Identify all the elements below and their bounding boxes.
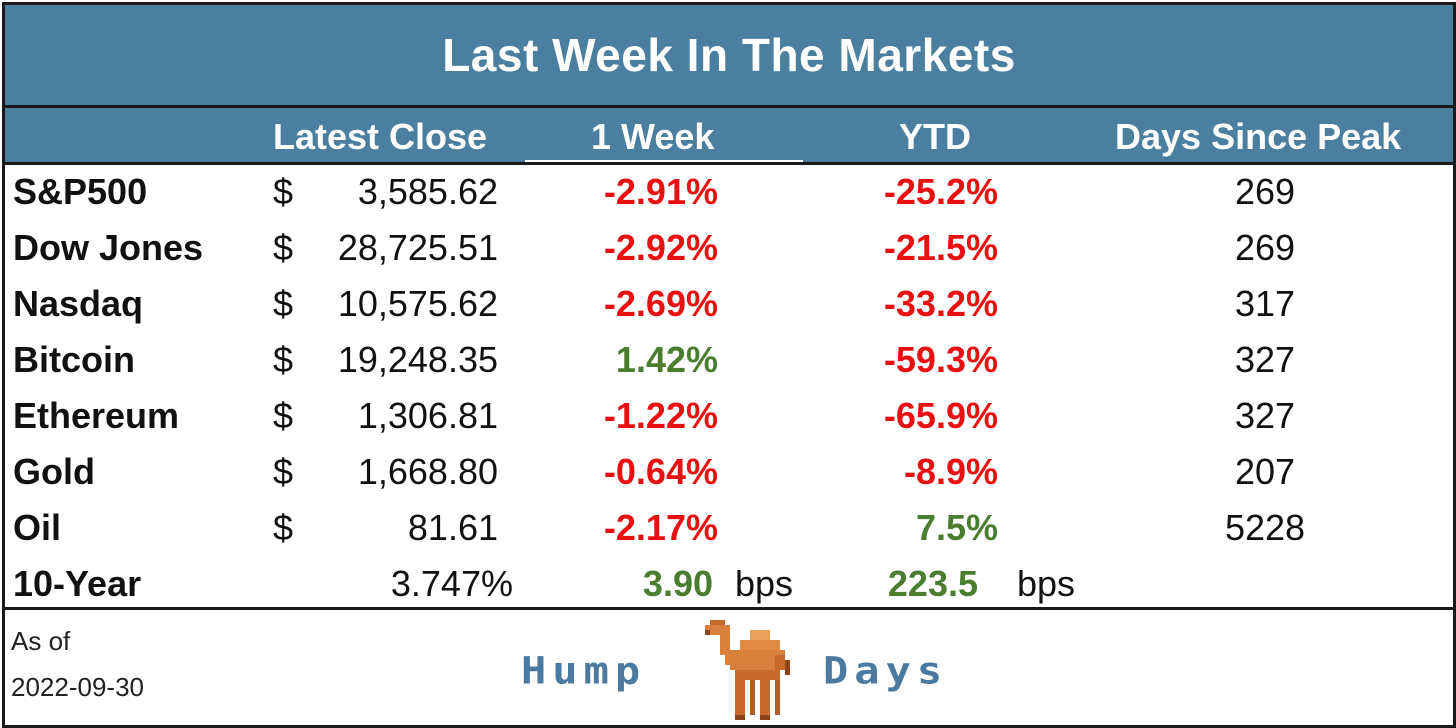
asset-name: Dow Jones bbox=[13, 227, 204, 268]
days-since-peak-value: 317 bbox=[1234, 283, 1296, 324]
table-row: S&P500 $ 3,585.62 -2.91% -25.2% 269 bbox=[5, 165, 1453, 221]
currency-symbol: $ bbox=[273, 283, 294, 324]
week-change-unit: bps bbox=[735, 563, 794, 604]
column-header-1-week: 1 Week bbox=[591, 116, 715, 157]
ytd-change-value: -8.9% bbox=[903, 451, 998, 492]
column-header-latest-close: Latest Close bbox=[273, 116, 488, 157]
as-of-label: As of bbox=[11, 626, 71, 656]
as-of-date: 2022-09-30 bbox=[11, 672, 144, 702]
week-change-value: -0.64% bbox=[603, 451, 718, 492]
asset-name: Bitcoin bbox=[13, 339, 135, 380]
column-header-underline bbox=[525, 160, 803, 162]
logo-text-days: Days bbox=[823, 648, 949, 693]
asset-name: 10-Year bbox=[13, 563, 142, 604]
ytd-change-unit: bps bbox=[1017, 563, 1076, 604]
currency-symbol: $ bbox=[273, 227, 294, 268]
week-change-value: -2.69% bbox=[603, 283, 718, 324]
table-row: Dow Jones $ 28,725.51 -2.92% -21.5% 269 bbox=[5, 221, 1453, 277]
title-bar: Last Week In The Markets bbox=[5, 5, 1453, 108]
table-row: Gold $ 1,668.80 -0.64% -8.9% 207 bbox=[5, 445, 1453, 501]
days-since-peak-value: 5228 bbox=[1224, 507, 1306, 548]
column-header-ytd: YTD bbox=[899, 116, 971, 157]
asset-name: Ethereum bbox=[13, 395, 180, 436]
asset-name: Oil bbox=[13, 507, 62, 548]
table-row: Oil $ 81.61 -2.17% 7.5% 5228 bbox=[5, 501, 1453, 557]
week-change-value: -1.22% bbox=[603, 395, 718, 436]
latest-close-value: 3.747% bbox=[390, 563, 513, 604]
week-change-value: -2.92% bbox=[603, 227, 718, 268]
ytd-change-value: -33.2% bbox=[883, 283, 998, 324]
days-since-peak-value: 327 bbox=[1234, 395, 1296, 436]
column-header-row: Latest Close 1 Week YTD Days Since Peak bbox=[5, 108, 1453, 165]
table-row: Ethereum $ 1,306.81 -1.22% -65.9% 327 bbox=[5, 389, 1453, 445]
asset-name: Nasdaq bbox=[13, 283, 144, 324]
currency-symbol: $ bbox=[273, 451, 294, 492]
currency-symbol: $ bbox=[273, 339, 294, 380]
latest-close-value: 28,725.51 bbox=[337, 227, 498, 268]
latest-close-value: 10,575.62 bbox=[337, 283, 498, 324]
latest-close-value: 19,248.35 bbox=[337, 339, 498, 380]
ytd-change-value: -21.5% bbox=[883, 227, 998, 268]
ytd-change-value: -65.9% bbox=[883, 395, 998, 436]
currency-symbol: $ bbox=[273, 395, 294, 436]
week-change-value: -2.91% bbox=[603, 171, 718, 212]
currency-symbol: $ bbox=[273, 171, 294, 212]
asset-name: S&P500 bbox=[13, 171, 148, 212]
footer: As of 2022-09-30 Hump Days bbox=[5, 607, 1453, 725]
days-since-peak-value: 327 bbox=[1234, 339, 1296, 380]
week-change-value: 1.42% bbox=[615, 339, 718, 380]
currency-symbol: $ bbox=[273, 507, 294, 548]
page-title: Last Week In The Markets bbox=[442, 29, 1016, 81]
table-row-10-year: 10-Year 3.747% 3.90 bps 223.5 bps bbox=[5, 557, 1453, 613]
days-since-peak-value: 207 bbox=[1234, 451, 1296, 492]
latest-close-value: 1,668.80 bbox=[357, 451, 498, 492]
latest-close-value: 81.61 bbox=[407, 507, 498, 548]
column-header-days-since-peak: Days Since Peak bbox=[1115, 116, 1402, 157]
ytd-change-value: 7.5% bbox=[915, 507, 998, 548]
asset-name: Gold bbox=[13, 451, 95, 492]
days-since-peak-value: 269 bbox=[1234, 171, 1296, 212]
table-row: Nasdaq $ 10,575.62 -2.69% -33.2% 317 bbox=[5, 277, 1453, 333]
table-row: Bitcoin $ 19,248.35 1.42% -59.3% 327 bbox=[5, 333, 1453, 389]
week-change-value: 3.90 bbox=[642, 563, 713, 604]
latest-close-value: 1,306.81 bbox=[357, 395, 498, 436]
ytd-change-value: -59.3% bbox=[883, 339, 998, 380]
camel-icon bbox=[705, 620, 790, 720]
logo-text-hump: Hump bbox=[521, 648, 647, 693]
days-since-peak-value: 269 bbox=[1234, 227, 1296, 268]
ytd-change-value: -25.2% bbox=[883, 171, 998, 212]
ytd-change-value: 223.5 bbox=[887, 563, 978, 604]
latest-close-value: 3,585.62 bbox=[357, 171, 498, 212]
week-change-value: -2.17% bbox=[603, 507, 718, 548]
